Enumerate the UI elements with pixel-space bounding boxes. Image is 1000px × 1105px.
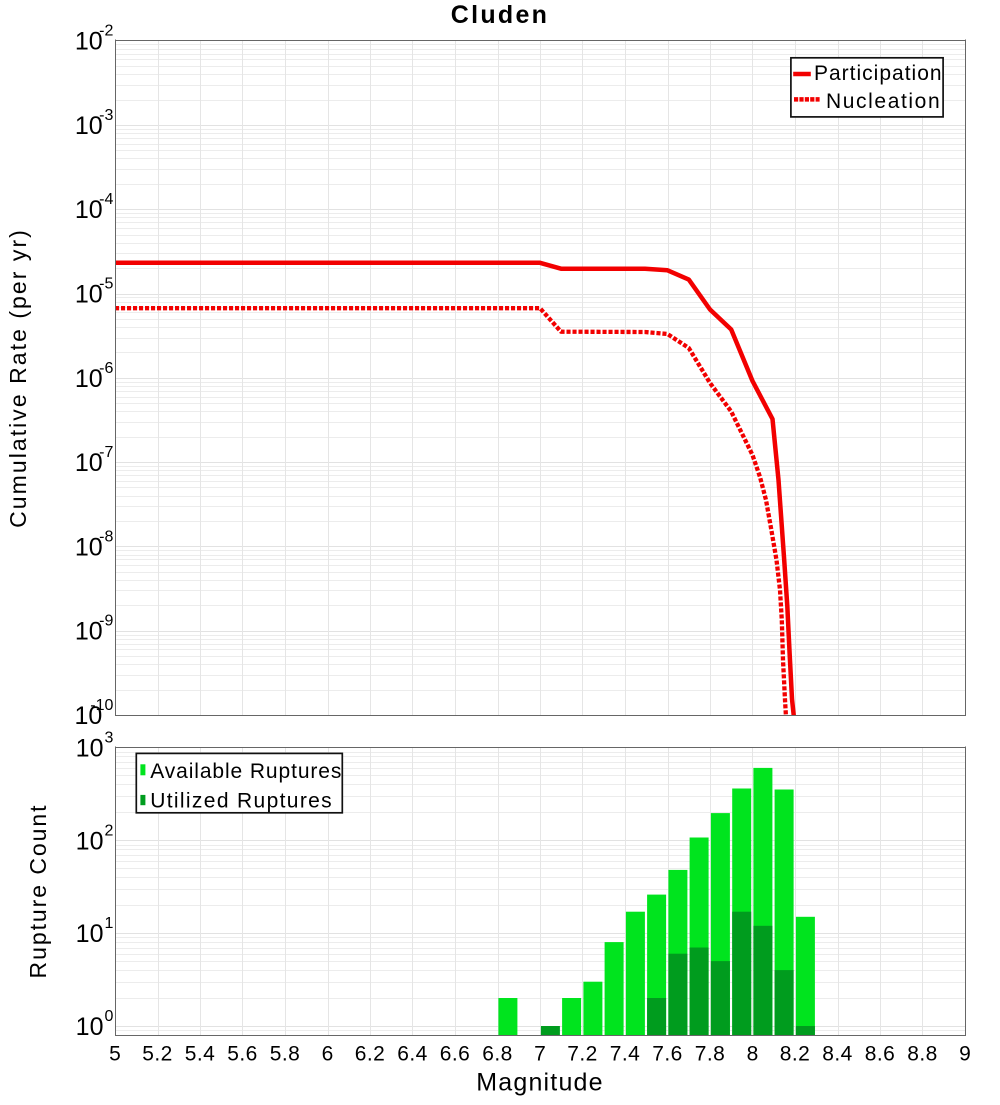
svg-text:6.4: 6.4 xyxy=(397,1043,428,1066)
svg-text:10-4: 10-4 xyxy=(75,191,114,224)
svg-text:8.8: 8.8 xyxy=(907,1043,938,1066)
svg-text:Cumulative Rate (per yr): Cumulative Rate (per yr) xyxy=(5,228,31,528)
svg-text:100: 100 xyxy=(76,1008,114,1041)
svg-text:Participation: Participation xyxy=(814,62,943,85)
svg-text:101: 101 xyxy=(76,915,114,948)
svg-text:Available Ruptures: Available Ruptures xyxy=(150,760,342,783)
svg-text:6.2: 6.2 xyxy=(355,1043,386,1066)
svg-text:10-3: 10-3 xyxy=(75,107,114,140)
svg-text:8: 8 xyxy=(747,1043,759,1066)
svg-text:103: 103 xyxy=(76,729,114,762)
svg-text:Utilized Ruptures: Utilized Ruptures xyxy=(150,790,333,813)
svg-text:10-6: 10-6 xyxy=(75,360,114,393)
svg-text:8.4: 8.4 xyxy=(822,1043,853,1066)
svg-text:7.8: 7.8 xyxy=(695,1043,726,1066)
svg-text:10-5: 10-5 xyxy=(75,276,114,309)
svg-text:6.6: 6.6 xyxy=(440,1043,471,1066)
svg-text:7.2: 7.2 xyxy=(567,1043,598,1066)
svg-text:5.2: 5.2 xyxy=(142,1043,173,1066)
svg-text:9: 9 xyxy=(959,1043,971,1066)
svg-text:5.6: 5.6 xyxy=(227,1043,258,1066)
svg-text:7.4: 7.4 xyxy=(610,1043,641,1066)
svg-text:8.2: 8.2 xyxy=(780,1043,811,1066)
svg-text:10-9: 10-9 xyxy=(75,613,114,646)
svg-text:6: 6 xyxy=(322,1043,334,1066)
svg-text:Cluden: Cluden xyxy=(451,1,550,29)
svg-text:7.6: 7.6 xyxy=(652,1043,683,1066)
svg-text:5: 5 xyxy=(109,1043,121,1066)
svg-text:6.8: 6.8 xyxy=(482,1043,513,1066)
svg-text:5.8: 5.8 xyxy=(270,1043,301,1066)
svg-text:8.6: 8.6 xyxy=(865,1043,896,1066)
svg-text:Nucleation: Nucleation xyxy=(826,90,941,113)
svg-text:7: 7 xyxy=(534,1043,546,1066)
svg-text:10-2: 10-2 xyxy=(75,23,114,56)
svg-text:5.4: 5.4 xyxy=(185,1043,216,1066)
svg-text:10-7: 10-7 xyxy=(75,444,114,477)
svg-text:10-10: 10-10 xyxy=(74,697,113,730)
svg-text:102: 102 xyxy=(76,822,114,855)
svg-text:Magnitude: Magnitude xyxy=(476,1068,604,1096)
svg-text:10-8: 10-8 xyxy=(75,528,114,561)
svg-text:Rupture Count: Rupture Count xyxy=(25,804,51,979)
